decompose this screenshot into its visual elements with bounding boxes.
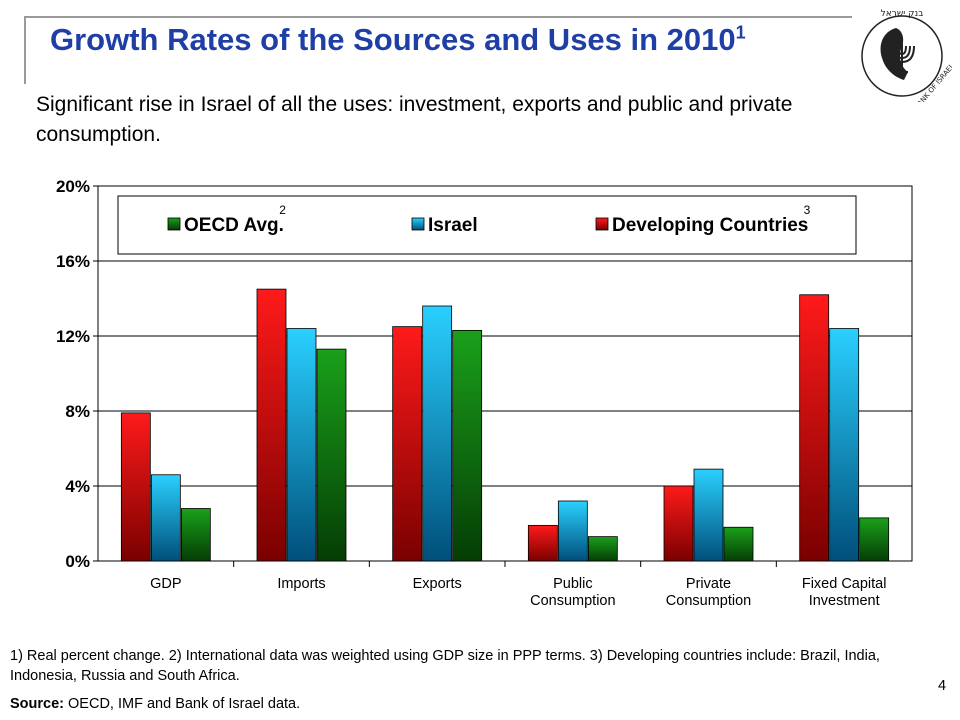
y-tick-label: 20% [56, 177, 90, 196]
slide-subtitle: Significant rise in Israel of all the us… [36, 93, 793, 146]
growth-rates-bar-chart: 0%4%8%12%16%20%GDP Imports Exports PublicCo… [56, 177, 913, 609]
bar-developing [663, 485, 694, 562]
y-tick-label: 8% [65, 402, 90, 421]
bar-oecd [723, 526, 754, 562]
y-tick-label: 0% [65, 552, 90, 571]
bank-of-israel-logo: בנק ישראל BANK OF ISRAEL [861, 9, 952, 102]
source-note: Source: OECD, IMF and Bank of Israel dat… [10, 696, 301, 712]
bar-israel [286, 328, 317, 562]
title-frame [24, 16, 852, 84]
y-tick-label: 16% [56, 252, 90, 271]
legend-footnote-mark: 3 [804, 203, 811, 217]
bar-israel [557, 500, 588, 562]
x-tick-label: Consumption [530, 593, 615, 609]
footnote: 1) Real percent change. 2) International… [10, 648, 880, 684]
legend-swatch-israel [411, 217, 425, 231]
y-tick-label: 4% [65, 477, 90, 496]
bar-israel [693, 468, 724, 562]
x-tick-label: Private [686, 576, 731, 592]
legend-box [117, 195, 857, 255]
slide-title: Growth Rates of the Sources and Uses in … [50, 22, 746, 57]
bar-israel [150, 474, 181, 562]
bar-oecd [859, 517, 890, 562]
svg-text:BANK OF ISRAEL: BANK OF ISRAEL [913, 62, 952, 102]
bar-oecd [587, 536, 618, 562]
legend-label-oecd: OECD Avg. [184, 215, 284, 236]
page-number: 4 [938, 678, 947, 694]
bar-developing [256, 288, 287, 562]
y-tick-label: 12% [56, 327, 90, 346]
legend-label-developing: Developing Countries [612, 215, 808, 236]
bar-oecd [180, 508, 211, 562]
legend-footnote-mark: 2 [279, 203, 286, 217]
bar-oecd [452, 329, 483, 562]
bar-developing [527, 524, 558, 562]
legend-label-israel: Israel [428, 215, 478, 236]
title-footnote-mark: 1 [735, 22, 746, 43]
bar-developing [120, 412, 151, 562]
x-tick-label: Fixed Capital [802, 576, 887, 592]
legend-swatch-oecd [167, 217, 181, 231]
x-tick-label: Imports [277, 576, 325, 592]
svg-text:בנק ישראל: בנק ישראל [881, 9, 924, 19]
x-tick-label: Exports [413, 576, 462, 592]
legend-swatch-developing [595, 217, 609, 231]
bar-israel [829, 328, 860, 562]
x-tick-label: Public [553, 576, 593, 592]
bar-oecd [316, 348, 347, 562]
x-tick-label: GDP [150, 576, 181, 592]
bar-israel [422, 305, 453, 562]
x-tick-label: Consumption [666, 593, 751, 609]
bar-developing [392, 326, 423, 562]
x-tick-label: Investment [809, 593, 880, 609]
bar-developing [799, 294, 830, 562]
